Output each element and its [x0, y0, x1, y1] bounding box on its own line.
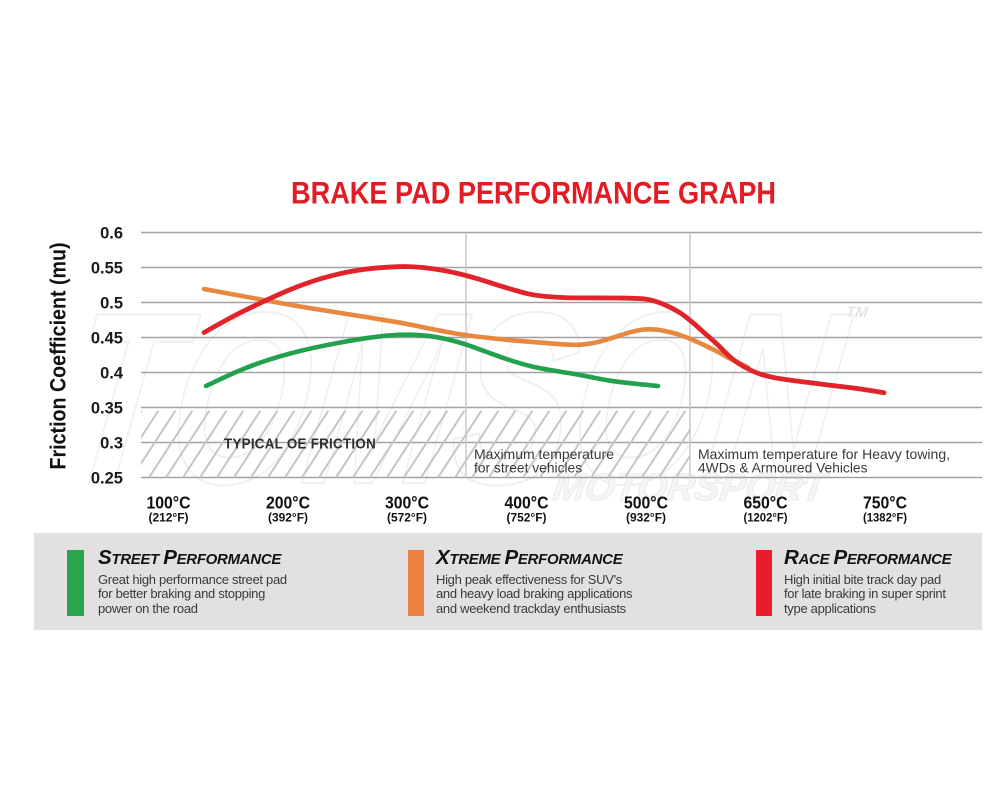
- svg-text:0.4: 0.4: [100, 364, 124, 382]
- svg-text:(392°F): (392°F): [268, 513, 308, 525]
- svg-text:0.45: 0.45: [91, 329, 123, 347]
- svg-text:Maximum temperature for Heavy: Maximum temperature for Heavy towing,: [698, 447, 950, 462]
- svg-text:500°C: 500°C: [624, 493, 668, 513]
- svg-text:0.25: 0.25: [91, 469, 123, 487]
- svg-text:(932°F): (932°F): [626, 513, 666, 525]
- svg-text:300°C: 300°C: [385, 493, 429, 513]
- svg-text:(572°F): (572°F): [387, 513, 427, 525]
- svg-text:0.55: 0.55: [91, 259, 123, 277]
- svg-text:0.35: 0.35: [91, 399, 123, 417]
- svg-text:MOTORSPORT: MOTORSPORT: [550, 466, 831, 509]
- svg-text:650°C: 650°C: [744, 493, 788, 513]
- svg-text:TYPICAL OE FRICTION: TYPICAL OE FRICTION: [224, 436, 376, 453]
- svg-text:TM: TM: [845, 304, 869, 321]
- svg-text:100°C: 100°C: [147, 493, 191, 513]
- svg-text:0.3: 0.3: [100, 434, 123, 452]
- svg-text:for street vehicles: for street vehicles: [474, 461, 582, 476]
- svg-text:4WDs & Armoured Vehicles: 4WDs & Armoured Vehicles: [698, 461, 868, 476]
- svg-text:Friction Coefficient (mu): Friction Coefficient (mu): [46, 243, 71, 470]
- svg-text:(752°F): (752°F): [507, 513, 547, 525]
- svg-text:400°C: 400°C: [505, 493, 549, 513]
- svg-text:(1202°F): (1202°F): [744, 513, 788, 525]
- svg-text:BRAKE PAD PERFORMANCE GRAPH: BRAKE PAD PERFORMANCE GRAPH: [291, 175, 776, 211]
- svg-text:0.6: 0.6: [100, 224, 123, 242]
- svg-text:750°C: 750°C: [863, 493, 907, 513]
- svg-text:TOMSON: TOMSON: [50, 262, 861, 536]
- svg-text:0.5: 0.5: [100, 294, 123, 312]
- svg-text:(212°F): (212°F): [149, 513, 189, 525]
- svg-text:200°C: 200°C: [266, 493, 310, 513]
- svg-text:(1382°F): (1382°F): [863, 513, 907, 525]
- svg-text:Maximum temperature: Maximum temperature: [474, 447, 614, 462]
